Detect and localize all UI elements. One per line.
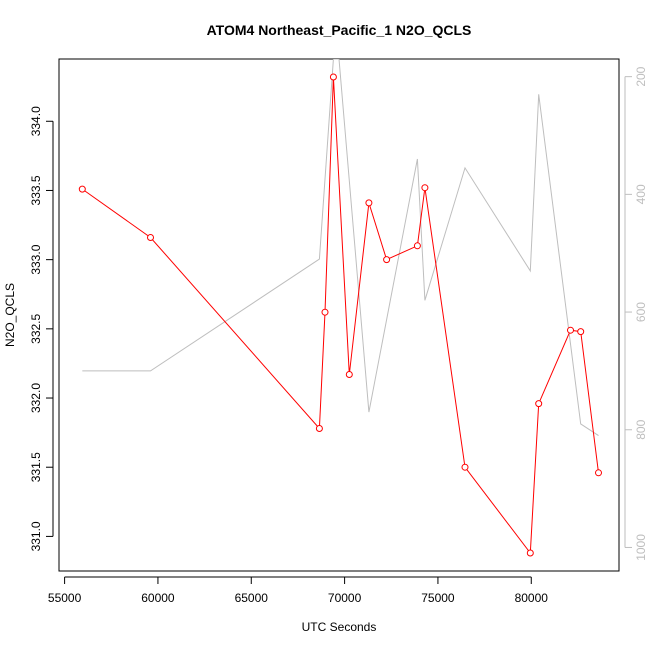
y-tick-label: 332.5 <box>29 313 43 343</box>
x-tick-label: 70000 <box>328 591 362 605</box>
plot-frame <box>58 58 620 572</box>
x-tick-label: 75000 <box>421 591 455 605</box>
data-point <box>78 185 86 193</box>
data-point <box>526 549 534 557</box>
data-point <box>345 371 353 378</box>
y-axis-right: 200 400 600 800 1000 <box>624 66 648 561</box>
y-axis-left: 331.0 331.5 332.0 332.5 333.0 333.5 334.0 <box>29 106 54 551</box>
series-left-axis <box>78 73 602 557</box>
data-point <box>147 234 154 241</box>
y2-tick-label: 800 <box>634 419 648 439</box>
data-point <box>577 328 585 336</box>
y-axis-label: N2O_QCLS <box>3 283 17 347</box>
y-tick-label: 331.5 <box>29 452 43 482</box>
series-line <box>82 59 599 437</box>
data-point <box>461 463 469 471</box>
y-tick-label: 332.0 <box>29 383 43 413</box>
data-point <box>315 425 323 432</box>
data-point <box>329 73 337 81</box>
y-tick-label: 334.0 <box>29 106 43 136</box>
y-tick-label: 331.0 <box>29 521 43 551</box>
series-layer <box>78 59 602 557</box>
data-point <box>421 184 429 192</box>
data-point <box>383 256 391 264</box>
y2-tick-label: 1000 <box>634 534 648 561</box>
x-tick-label: 80000 <box>515 591 549 605</box>
y2-tick-label: 400 <box>634 184 648 204</box>
data-point <box>321 308 329 316</box>
series-right-axis <box>82 59 599 437</box>
x-axis-label: UTC Seconds <box>302 620 377 634</box>
y-tick-label: 333.0 <box>29 244 43 274</box>
series-line <box>82 76 599 555</box>
data-point <box>595 469 602 477</box>
data-point <box>567 326 574 334</box>
y2-tick-label: 600 <box>634 302 648 322</box>
data-point <box>535 400 543 408</box>
x-tick-label: 65000 <box>235 591 269 605</box>
chart-title: ATOM4 Northeast_Pacific_1 N2O_QCLS <box>207 22 472 38</box>
y2-tick-label: 200 <box>634 66 648 86</box>
data-point <box>365 199 373 207</box>
x-tick-label: 55000 <box>48 591 82 605</box>
x-tick-label: 60000 <box>141 591 175 605</box>
data-point <box>413 242 421 250</box>
y-tick-label: 333.5 <box>29 175 43 205</box>
x-axis: 55000 60000 65000 70000 75000 80000 <box>48 576 549 605</box>
